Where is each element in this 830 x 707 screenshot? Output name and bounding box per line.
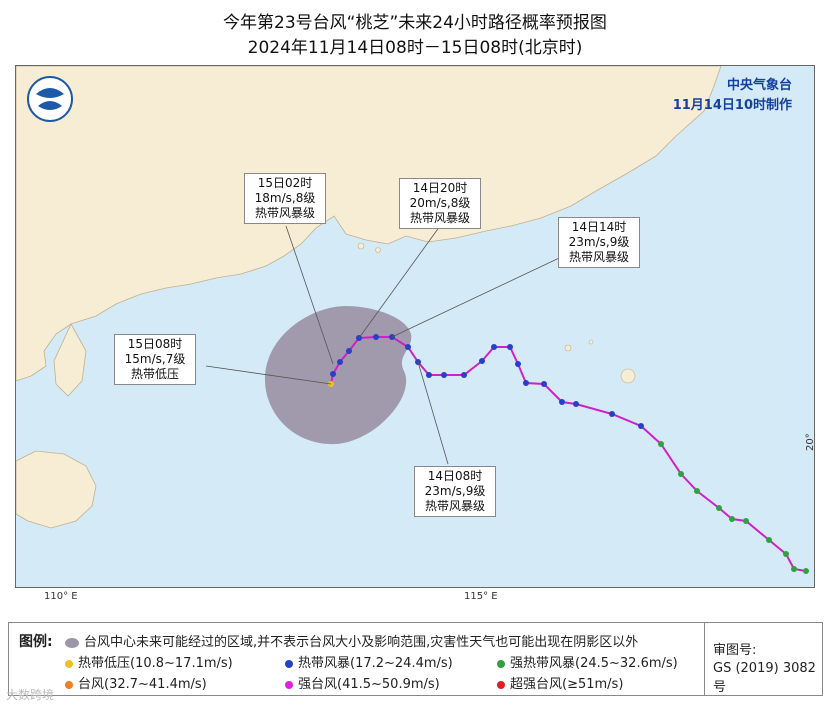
callout-15d02: 15日02时 18m/s,8级 热带风暴级: [244, 173, 326, 224]
map-title: 今年第23号台风“桃芝”未来24小时路径概率预报图: [223, 13, 607, 33]
cma-logo-icon: [27, 76, 73, 122]
lon-label-115e: 115° E: [464, 591, 498, 602]
sty-dot-icon: [285, 680, 293, 689]
lat-label-20n: 20° N: [805, 433, 815, 451]
td-dot-icon: [65, 659, 73, 668]
agency-made-time: 11月14日10时制作: [672, 98, 792, 113]
review-label: 审图号:: [713, 643, 757, 658]
legend-cone: 台风中心未来可能经过的区域,并不表示台风大小及影响范围,灾害性天气也可能出现在阴…: [65, 631, 638, 650]
legend-sty: 强台风(41.5~50.9m/s): [285, 673, 440, 692]
callout-leaders: [205, 225, 575, 465]
legend-td: 热带低压(10.8~17.1m/s): [65, 652, 233, 671]
ty-dot-icon: [65, 680, 73, 689]
legend: 图例: 台风中心未来可能经过的区域,并不表示台风大小及影响范围,灾害性天气也可能…: [8, 622, 823, 696]
review-number: GS (2019) 3082号: [713, 661, 816, 695]
map-subtitle: 2024年11月14日08时－15日08时(北京时): [247, 38, 583, 58]
callout-14d14: 14日14时 23m/s,9级 热带风暴级: [558, 217, 640, 268]
land-hainan: [16, 450, 97, 529]
land-peninsula: [53, 323, 87, 397]
lon-label-110e: 110° E: [44, 591, 78, 602]
ts-dot-icon: [285, 659, 293, 668]
review-box: 审图号: GS (2019) 3082号: [704, 623, 824, 695]
legend-sts: 强热带风暴(24.5~32.6m/s): [497, 652, 678, 671]
legend-supty: 超强台风(≥51m/s): [497, 673, 623, 692]
probability-cone: [264, 306, 412, 445]
callout-14d20: 14日20时 20m/s,8级 热带风暴级: [399, 178, 481, 229]
supty-dot-icon: [497, 680, 505, 689]
legend-ts: 热带风暴(17.2~24.4m/s): [285, 652, 453, 671]
callout-15d08: 15日08时 15m/s,7级 热带低压: [114, 334, 196, 385]
cone-swatch-icon: [65, 637, 79, 648]
sts-dot-icon: [497, 659, 505, 668]
typhoon-map: 中央气象台 11月14日10时制作 15日02时 18m/s,8级 热带风暴级 14…: [15, 65, 815, 588]
agency-name: 中央气象台: [726, 78, 792, 93]
legend-ty: 台风(32.7~41.4m/s): [65, 673, 207, 692]
callout-14d08: 14日08时 23m/s,9级 热带风暴级: [414, 466, 496, 517]
watermark: 大数跨境: [6, 688, 55, 702]
legend-title: 图例:: [19, 634, 53, 650]
